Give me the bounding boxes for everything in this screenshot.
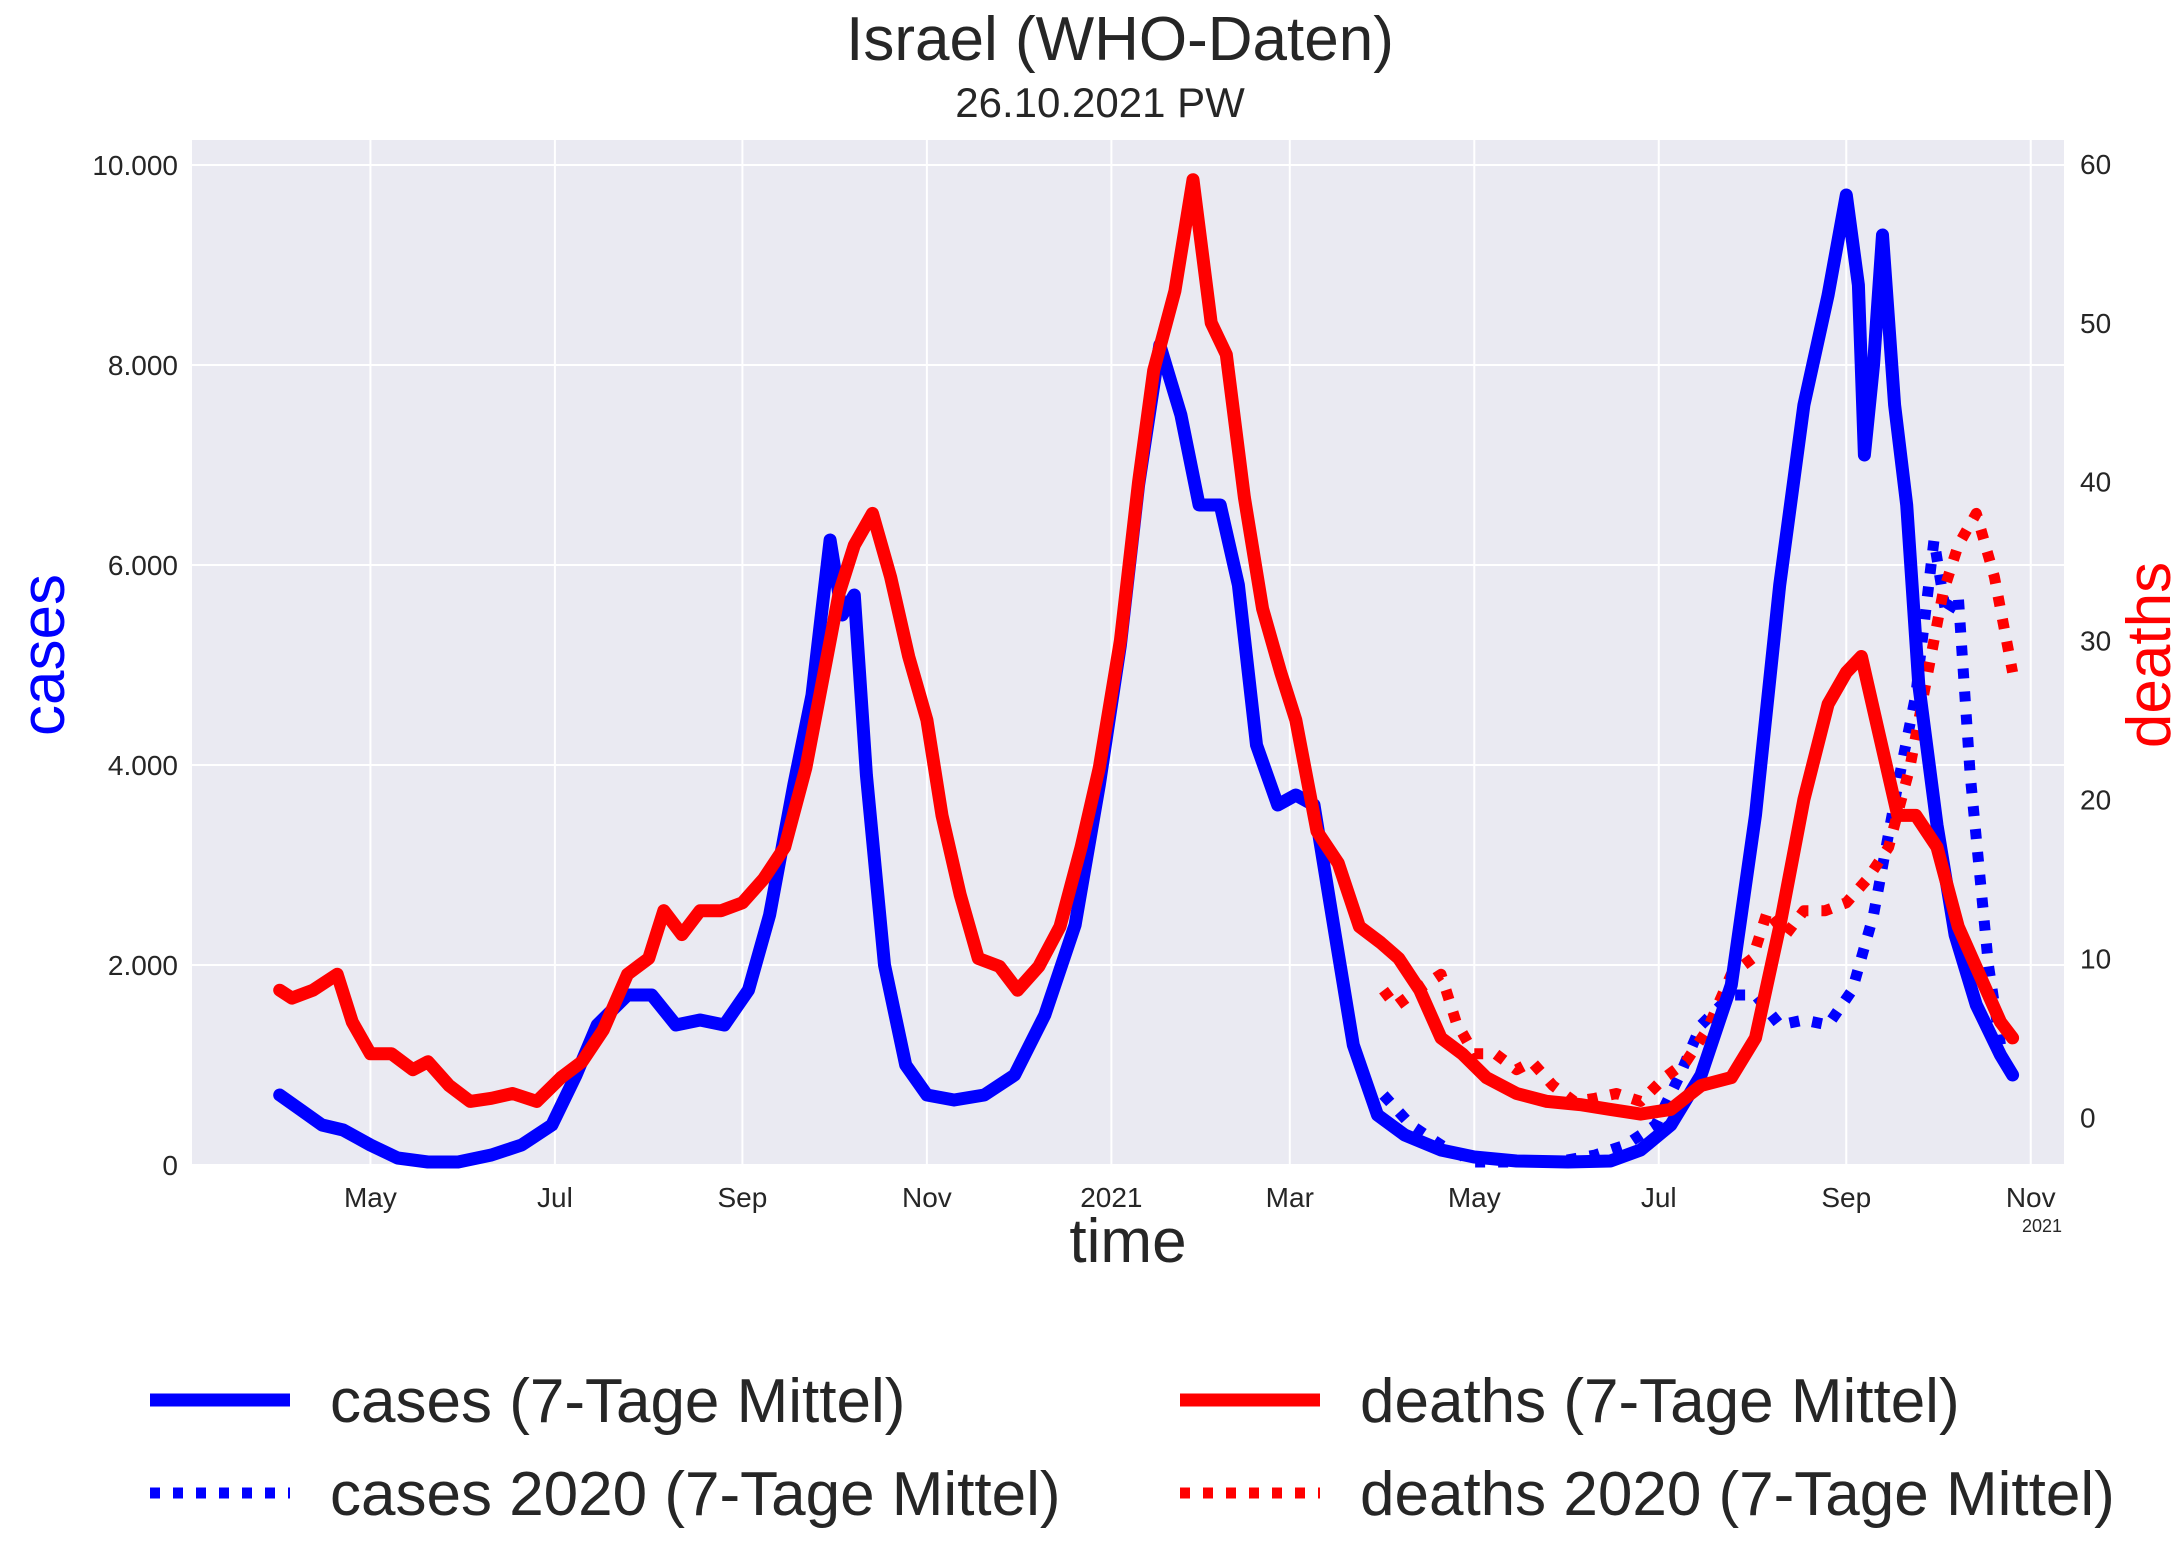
y-tick-label-left: 6.000: [108, 550, 178, 581]
plot-area: [192, 140, 2064, 1165]
series-group: [273, 173, 2020, 1169]
x-tick-label: May: [1448, 1182, 1501, 1213]
y-tick-label-right: 20: [2080, 784, 2111, 815]
x-tick-label: May: [344, 1182, 397, 1213]
y-tick-labels-left: 0 2.000 4.000 6.000 8.000 10.000: [92, 150, 178, 1181]
x-tick-label: Nov: [2006, 1182, 2056, 1213]
series-line-deaths: [273, 173, 2020, 1121]
x-tick-label: Nov: [902, 1182, 952, 1213]
x-axis-label: time: [1069, 1207, 1186, 1276]
y-tick-label-left: 0: [162, 1150, 178, 1181]
y-tick-labels-right: 0 10 20 30 40 50 60: [2080, 149, 2111, 1133]
legend-label: deaths (7-Tage Mittel): [1360, 1367, 1960, 1436]
x-tick-label: Jul: [1641, 1182, 1677, 1213]
y-axis-label-left: cases: [9, 574, 78, 736]
x-tick-label: Jul: [537, 1182, 573, 1213]
legend: cases (7-Tage Mittel) deaths (7-Tage Mitt…: [150, 1367, 2115, 1529]
chart-subtitle: 26.10.2021 PW: [955, 79, 1245, 126]
y-tick-label-left: 2.000: [108, 950, 178, 981]
y-tick-label-right: 30: [2080, 626, 2111, 657]
series-line-deaths-2020: [1379, 507, 2019, 1107]
x-tick-labels: May Jul Sep Nov 2021 Mar May Jul Sep Nov: [344, 1182, 2056, 1213]
y-tick-label-right: 10: [2080, 943, 2111, 974]
chart-title: Israel (WHO-Daten): [846, 5, 1394, 74]
y-tick-label-right: 60: [2080, 149, 2111, 180]
y-tick-label-right: 50: [2080, 308, 2111, 339]
y-tick-label-left: 8.000: [108, 350, 178, 381]
x-tick-label: 2021: [1080, 1182, 1142, 1213]
y-tick-label-right: 0: [2080, 1102, 2096, 1133]
x-tick-label: Mar: [1266, 1182, 1314, 1213]
x-tick-label: Sep: [1821, 1182, 1871, 1213]
legend-label: cases 2020 (7-Tage Mittel): [330, 1460, 1061, 1529]
y-tick-label-left: 4.000: [108, 750, 178, 781]
x-tick-label: Sep: [717, 1182, 767, 1213]
y-tick-label-right: 40: [2080, 467, 2111, 498]
legend-label: cases (7-Tage Mittel): [330, 1367, 905, 1436]
y-tick-label-left: 10.000: [92, 150, 178, 181]
legend-label: deaths 2020 (7-Tage Mittel): [1360, 1460, 2115, 1529]
x-offset-label: 2021: [2022, 1216, 2062, 1236]
y-axis-label-right: deaths: [2115, 562, 2180, 748]
